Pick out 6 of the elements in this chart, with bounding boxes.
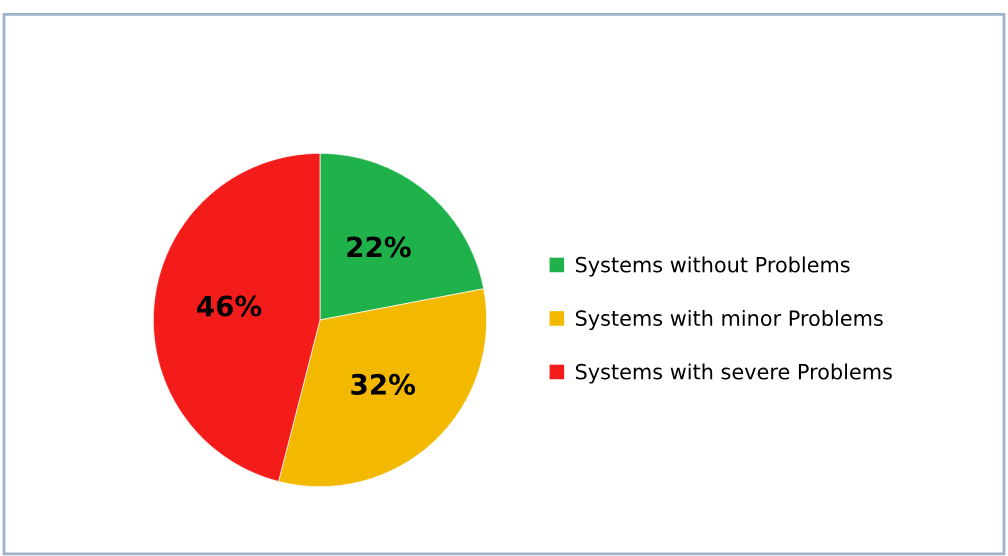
data-label: 32% [351, 373, 416, 395]
legend-label: Systems with severe Problems [575, 363, 892, 384]
data-label: 22% [347, 236, 411, 258]
legend-label: Systems without Problems [575, 256, 850, 277]
data-label: 46% [197, 295, 262, 317]
legend-label: Systems with minor Problems [575, 309, 883, 331]
